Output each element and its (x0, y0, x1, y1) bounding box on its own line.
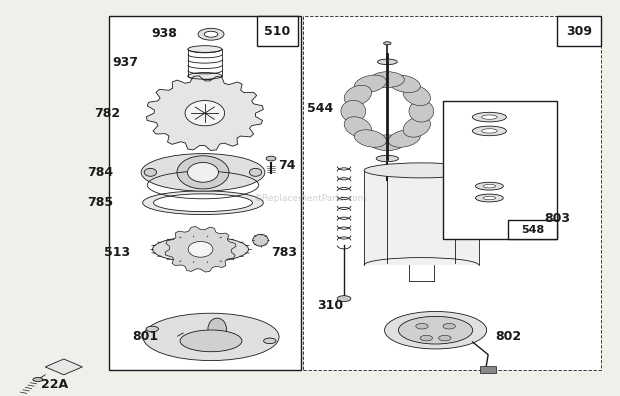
Ellipse shape (208, 318, 226, 340)
Ellipse shape (483, 196, 495, 200)
Text: 801: 801 (132, 330, 159, 343)
Ellipse shape (143, 191, 264, 215)
Ellipse shape (344, 117, 371, 137)
Ellipse shape (420, 335, 433, 341)
Ellipse shape (388, 130, 420, 147)
Circle shape (249, 168, 262, 176)
Ellipse shape (476, 194, 503, 202)
Circle shape (185, 101, 224, 126)
Ellipse shape (266, 156, 276, 161)
Ellipse shape (443, 324, 455, 329)
Ellipse shape (376, 155, 399, 162)
Ellipse shape (482, 115, 497, 119)
Circle shape (177, 156, 229, 189)
Text: 784: 784 (87, 166, 113, 179)
Ellipse shape (355, 130, 386, 147)
Text: 937: 937 (112, 56, 138, 69)
Bar (480, 366, 495, 373)
Text: 785: 785 (87, 196, 113, 209)
Text: 310: 310 (317, 299, 343, 312)
Ellipse shape (472, 112, 507, 122)
Ellipse shape (378, 59, 397, 65)
Ellipse shape (384, 42, 391, 45)
Ellipse shape (403, 85, 430, 106)
Ellipse shape (188, 72, 222, 80)
Ellipse shape (337, 296, 351, 302)
Ellipse shape (409, 100, 434, 122)
Bar (557, 17, 601, 46)
Ellipse shape (143, 313, 279, 361)
Text: 548: 548 (521, 225, 544, 234)
Polygon shape (45, 359, 82, 375)
Ellipse shape (141, 154, 265, 191)
Ellipse shape (204, 31, 218, 37)
Bar (303, 17, 601, 369)
Text: 802: 802 (495, 330, 521, 343)
Bar (443, 101, 557, 240)
Ellipse shape (416, 324, 428, 329)
Text: 938: 938 (151, 27, 177, 40)
Ellipse shape (146, 326, 159, 332)
Bar (109, 17, 301, 369)
Text: 782: 782 (94, 107, 120, 120)
Text: 510: 510 (264, 25, 291, 38)
Ellipse shape (399, 316, 472, 344)
Text: 309: 309 (566, 25, 592, 38)
Ellipse shape (180, 330, 242, 352)
Ellipse shape (483, 185, 495, 188)
Text: 74: 74 (278, 159, 295, 172)
Ellipse shape (370, 135, 404, 150)
Text: 803: 803 (544, 212, 570, 225)
Ellipse shape (472, 126, 507, 136)
Text: 513: 513 (105, 246, 131, 259)
Ellipse shape (188, 46, 222, 53)
Circle shape (187, 162, 218, 182)
Text: ©ReplacementParts.com: ©ReplacementParts.com (254, 194, 366, 202)
Ellipse shape (154, 194, 252, 211)
Circle shape (188, 242, 213, 257)
Ellipse shape (355, 75, 386, 93)
Ellipse shape (439, 335, 451, 341)
Ellipse shape (384, 311, 487, 349)
Polygon shape (146, 76, 264, 150)
Ellipse shape (403, 117, 430, 137)
Polygon shape (165, 227, 236, 272)
Ellipse shape (370, 72, 404, 88)
Ellipse shape (388, 75, 420, 93)
Text: 783: 783 (271, 246, 297, 259)
Ellipse shape (33, 377, 43, 381)
Ellipse shape (482, 129, 497, 133)
Ellipse shape (153, 236, 249, 262)
Ellipse shape (344, 85, 371, 106)
Ellipse shape (364, 163, 479, 178)
Ellipse shape (198, 29, 224, 40)
Text: 22A: 22A (41, 378, 68, 391)
Circle shape (144, 168, 157, 176)
Bar (508, 220, 557, 240)
Ellipse shape (253, 234, 268, 246)
Ellipse shape (264, 338, 276, 344)
FancyBboxPatch shape (364, 170, 479, 265)
Text: 544: 544 (307, 102, 333, 115)
Bar (257, 17, 298, 46)
Ellipse shape (341, 100, 366, 122)
Ellipse shape (476, 182, 503, 190)
